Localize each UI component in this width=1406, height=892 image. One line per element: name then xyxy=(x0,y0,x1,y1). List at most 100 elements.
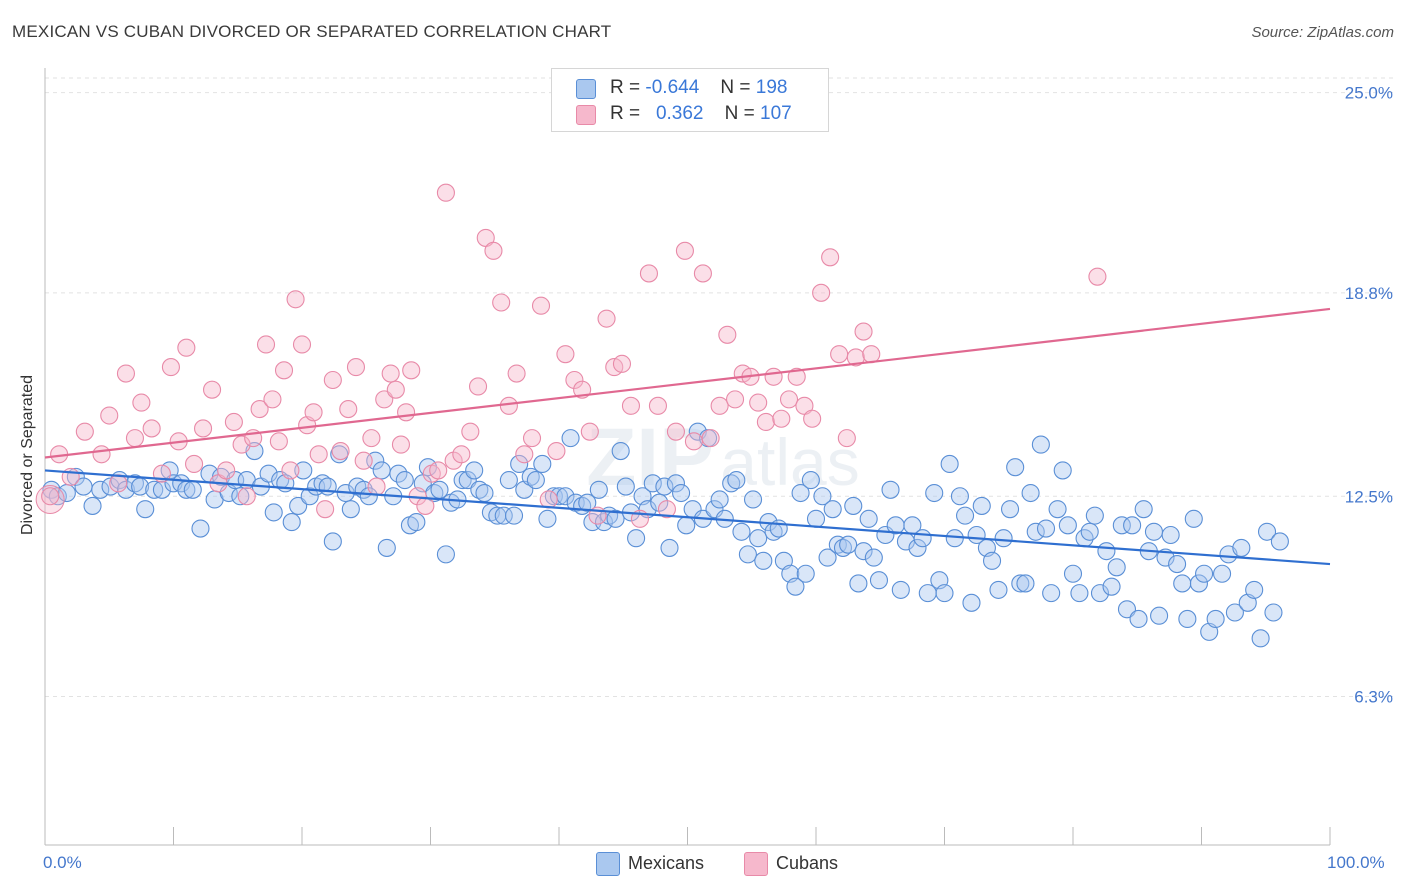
mexicans-point xyxy=(1232,538,1251,557)
n-label: N = xyxy=(724,103,755,124)
cubans-point xyxy=(397,403,416,422)
mexicans-point xyxy=(1000,500,1020,519)
mexicans-point xyxy=(606,509,625,528)
cubans-point xyxy=(1088,267,1107,286)
mexicans-point xyxy=(510,454,529,474)
cubans-point xyxy=(621,396,641,415)
mexicans-point xyxy=(754,551,773,570)
cubans-point xyxy=(125,429,144,448)
cubans-point xyxy=(331,441,350,461)
mexicans-point xyxy=(1195,564,1214,583)
mexicans-point xyxy=(864,548,883,567)
mexicans-point xyxy=(655,477,674,496)
cubans-point xyxy=(657,500,676,519)
mexicans-point xyxy=(972,496,991,515)
cubans-point xyxy=(547,441,566,461)
mexicans-point xyxy=(891,580,910,599)
cubans-point xyxy=(580,422,599,441)
legend-item-cubans[interactable]: Cubans xyxy=(744,852,854,878)
cubans-point xyxy=(402,361,421,380)
mexicans-point xyxy=(732,522,751,541)
cubans-point xyxy=(41,487,60,506)
mexicans-point xyxy=(849,574,868,593)
r-label: R = xyxy=(610,103,641,124)
cubans-point xyxy=(812,283,831,302)
y-tick-label: 25.0% xyxy=(1345,84,1393,103)
mexicans-point xyxy=(145,480,164,499)
cubans-legend-label: Cubans xyxy=(776,853,839,873)
mexicans-point xyxy=(616,477,635,496)
mexicans-point xyxy=(1225,603,1244,622)
mexicans-point xyxy=(1129,609,1148,629)
cubans-point xyxy=(515,445,534,464)
mexicans-point xyxy=(839,535,858,554)
mexicans-point xyxy=(372,461,391,480)
cubans-point xyxy=(556,345,575,364)
mexicans-point xyxy=(1036,519,1056,538)
mexicans-point xyxy=(91,480,110,499)
y-tick-label: 18.8% xyxy=(1345,284,1393,303)
mexicans-point xyxy=(395,471,414,490)
mexicans-point xyxy=(1168,555,1187,574)
cubans-point xyxy=(436,183,455,202)
cubans-point xyxy=(461,422,480,441)
cubans-point xyxy=(862,345,881,364)
mexicans-point xyxy=(470,480,489,499)
mexicans-point xyxy=(908,538,927,557)
cubans-point xyxy=(286,290,305,309)
cubans-point xyxy=(185,454,204,474)
mexicans-points xyxy=(42,422,1289,648)
mexicans-point xyxy=(677,516,696,535)
y-tick-label: 12.5% xyxy=(1345,487,1393,506)
mexicans-point xyxy=(191,519,210,538)
mexicans-point xyxy=(578,493,597,512)
mexicans-point xyxy=(1184,509,1203,528)
cubans-swatch xyxy=(576,105,596,125)
cubans-point xyxy=(484,241,503,260)
cubans-point xyxy=(837,429,856,448)
cubans-point xyxy=(132,393,151,412)
cubans-point xyxy=(846,348,865,367)
cubans-point xyxy=(830,345,849,364)
source-label: Source: ZipAtlas.com xyxy=(1251,24,1394,41)
cubans-point xyxy=(274,361,294,380)
cubans-point xyxy=(507,364,526,383)
mexicans-point xyxy=(833,538,853,557)
cubans-point xyxy=(256,335,276,354)
cubans-point xyxy=(203,380,222,399)
cubans-point xyxy=(416,496,435,515)
trend-lines xyxy=(44,307,1331,566)
chart-title: MEXICAN VS CUBAN DIVORCED OR SEPARATED C… xyxy=(12,22,612,41)
mexicans-point xyxy=(1021,483,1040,503)
cubans-point xyxy=(684,432,703,451)
cubans-point xyxy=(854,322,873,341)
cubans-point xyxy=(161,358,180,377)
cubans-point xyxy=(316,500,335,519)
mexicans-point xyxy=(1026,522,1045,541)
mexicans-point xyxy=(1085,506,1104,525)
cubans-point xyxy=(304,403,323,422)
n-label: N = xyxy=(720,77,751,98)
mexicans-point xyxy=(521,467,540,486)
mexicans-point xyxy=(499,471,518,490)
cubans-point xyxy=(499,396,518,415)
mexicans-point xyxy=(844,496,863,515)
mexicans-point xyxy=(743,490,763,509)
mexicans-point xyxy=(727,471,746,490)
mexicans-point xyxy=(1090,584,1110,603)
mexicans-point xyxy=(1011,574,1030,593)
mexicans-point xyxy=(458,471,477,490)
legend-item-mexicans[interactable]: Mexicans xyxy=(596,852,726,878)
mexicans-point xyxy=(738,545,757,564)
mexicans-point xyxy=(1112,516,1131,535)
mexicans-point xyxy=(1264,603,1283,622)
mexicans-point xyxy=(538,509,557,528)
mexicans-legend-label: Mexicans xyxy=(628,853,705,873)
cubans-point xyxy=(362,429,381,448)
mexicans-point xyxy=(294,461,313,480)
cubans-point xyxy=(177,338,196,357)
mexicans-point xyxy=(83,496,102,515)
mexicans-point xyxy=(475,483,494,503)
mexicans-point xyxy=(183,480,202,499)
mexicans-point xyxy=(989,580,1008,599)
